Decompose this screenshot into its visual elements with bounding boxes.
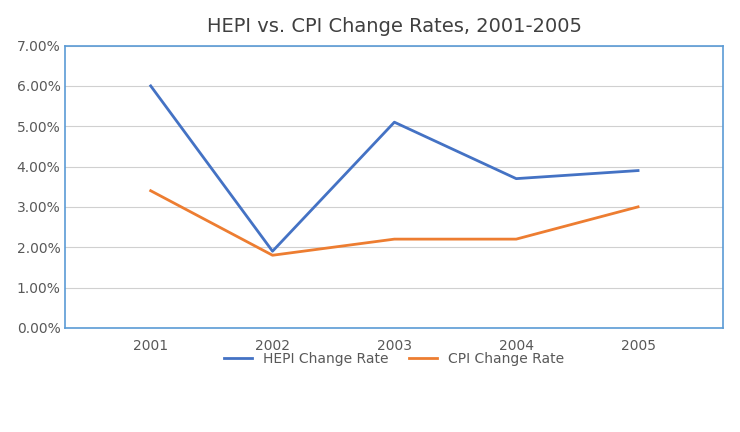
CPI Change Rate bbox=[512, 237, 521, 242]
HEPI Change Rate bbox=[390, 120, 399, 125]
HEPI Change Rate bbox=[147, 83, 155, 89]
Title: HEPI vs. CPI Change Rates, 2001-2005: HEPI vs. CPI Change Rates, 2001-2005 bbox=[207, 17, 582, 36]
CPI Change Rate bbox=[390, 237, 399, 242]
Line: HEPI Change Rate: HEPI Change Rate bbox=[151, 86, 638, 251]
CPI Change Rate bbox=[268, 253, 277, 258]
Legend: HEPI Change Rate, CPI Change Rate: HEPI Change Rate, CPI Change Rate bbox=[219, 346, 570, 372]
HEPI Change Rate bbox=[268, 249, 277, 254]
CPI Change Rate bbox=[633, 204, 642, 210]
HEPI Change Rate bbox=[512, 176, 521, 181]
HEPI Change Rate bbox=[633, 168, 642, 173]
Line: CPI Change Rate: CPI Change Rate bbox=[151, 191, 638, 255]
CPI Change Rate bbox=[147, 188, 155, 194]
